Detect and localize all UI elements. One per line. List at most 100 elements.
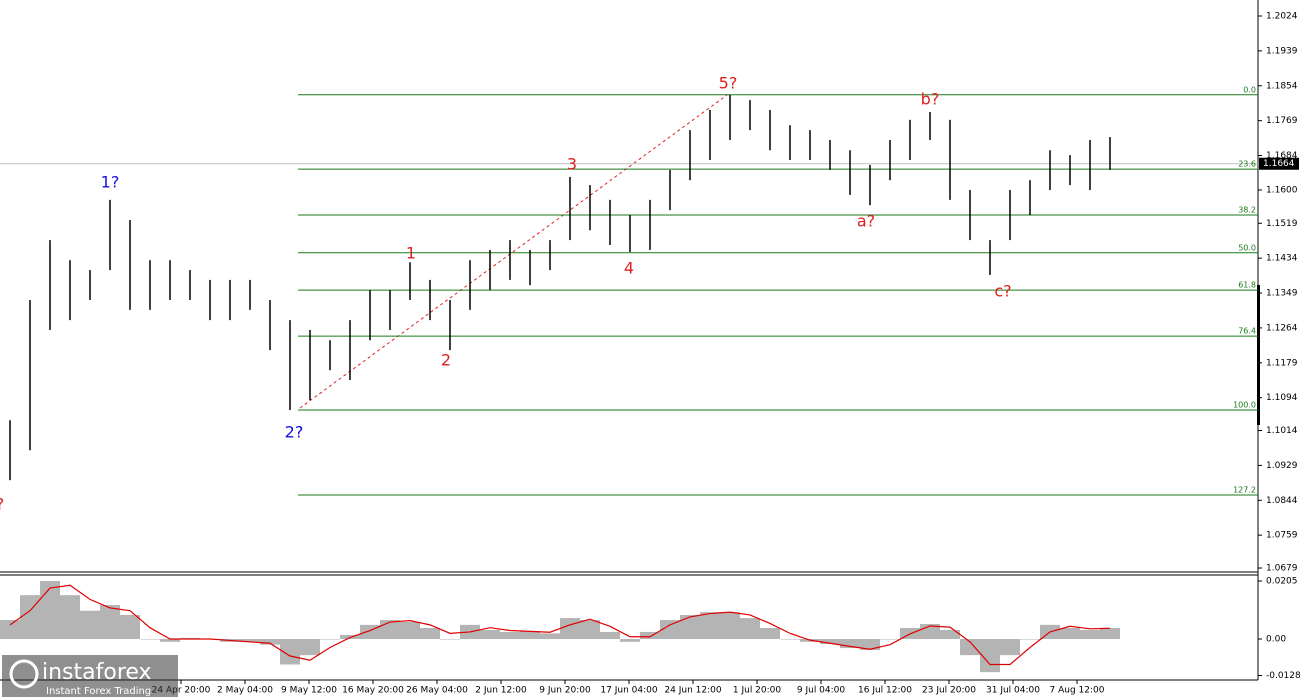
macd-histogram-bar bbox=[300, 639, 320, 656]
x-tick-label: 17 Jun 04:00 bbox=[600, 686, 657, 696]
macd-histogram-bar bbox=[320, 639, 340, 640]
x-tick-label: 9 May 12:00 bbox=[281, 686, 337, 696]
wave-label: a? bbox=[857, 212, 875, 231]
fib-label: 61.8 bbox=[1238, 281, 1256, 290]
x-tick-label: 1 Jul 20:00 bbox=[733, 686, 782, 696]
y-tick-label: 1.0679 bbox=[1266, 564, 1298, 574]
macd-signal-line bbox=[9, 584, 1111, 666]
wave-label: c? bbox=[994, 282, 1011, 301]
y-tick-label: 1.1600 bbox=[1266, 186, 1298, 196]
macd-histogram-bar bbox=[980, 639, 1000, 673]
macd-histogram-bar bbox=[780, 639, 800, 640]
macd-histogram-bar bbox=[260, 639, 280, 645]
macd-histogram-bar bbox=[140, 639, 160, 640]
macd-histogram-bar bbox=[240, 639, 260, 642]
macd-histogram-bar bbox=[640, 631, 660, 640]
watermark: instaforex Instant Forex Trading bbox=[2, 655, 178, 697]
watermark-brand: instaforex bbox=[42, 660, 152, 685]
y-tick-label: 1.1769 bbox=[1266, 116, 1298, 126]
wave-label: 3 bbox=[567, 155, 577, 174]
y-tick-label: 1.1434 bbox=[1266, 254, 1298, 264]
macd-histogram-bar bbox=[1000, 639, 1020, 656]
y-tick-label: 1.1684 bbox=[1266, 151, 1298, 161]
macd-histogram-bar bbox=[380, 620, 400, 640]
fib-label: 0.0 bbox=[1243, 85, 1256, 94]
macd-histogram-bar bbox=[1100, 627, 1120, 640]
macd-histogram-bar bbox=[500, 631, 520, 640]
y-tick-label: 1.0929 bbox=[1266, 461, 1298, 471]
y-tick-label: 1.0759 bbox=[1266, 531, 1298, 541]
x-tick-label: 24 Apr 20:00 bbox=[152, 686, 211, 696]
macd-histogram-bar bbox=[700, 612, 720, 640]
x-tick-label: 26 May 04:00 bbox=[406, 686, 468, 696]
y-tick-label: 1.2024 bbox=[1266, 12, 1298, 22]
fib-label: 127.2 bbox=[1233, 485, 1256, 494]
macd-histogram-bar bbox=[620, 639, 640, 642]
macd-histogram-bar bbox=[580, 620, 600, 640]
macd-histogram-bar bbox=[860, 639, 880, 651]
y-tick-label: 1.1349 bbox=[1266, 289, 1298, 299]
y-tick-label: 1.1519 bbox=[1266, 219, 1298, 229]
watermark-tagline: Instant Forex Trading bbox=[46, 686, 151, 697]
macd-histogram-bar bbox=[1060, 627, 1080, 640]
macd-histogram-bar bbox=[120, 614, 140, 640]
macd-histogram-bar bbox=[280, 639, 300, 665]
macd-histogram-bar bbox=[560, 618, 580, 640]
wave-label: 1? bbox=[101, 173, 120, 192]
watermark-logo bbox=[9, 659, 39, 689]
y-tick-label: 1.1094 bbox=[1266, 393, 1298, 403]
fib-label: 100.0 bbox=[1233, 400, 1256, 409]
x-tick-label: 31 Jul 04:00 bbox=[986, 686, 1040, 696]
y-tick-label: 1.1264 bbox=[1266, 323, 1298, 333]
macd-histogram-bar bbox=[720, 612, 740, 640]
fib-label: 23.6 bbox=[1238, 160, 1256, 169]
macd-histogram-bar bbox=[840, 639, 860, 649]
macd-histogram-bar bbox=[940, 629, 960, 640]
x-tick-label: 23 Jul 20:00 bbox=[922, 686, 976, 696]
macd-histogram-bar bbox=[880, 639, 900, 640]
macd-histogram-bar bbox=[20, 595, 40, 640]
macd-histogram-bar bbox=[680, 614, 700, 640]
wave-label: b? bbox=[921, 90, 940, 109]
macd-histogram-bar bbox=[420, 627, 440, 640]
wave-label: 2 bbox=[441, 351, 451, 370]
x-tick-label: 16 May 20:00 bbox=[342, 686, 404, 696]
macd-histogram-bar bbox=[80, 610, 100, 640]
macd-histogram-bar bbox=[40, 581, 60, 640]
macd-histogram-bar bbox=[0, 620, 20, 640]
x-tick-label: 24 Jun 12:00 bbox=[664, 686, 721, 696]
macd-histogram-bar bbox=[600, 631, 620, 640]
wave-label: ? bbox=[0, 495, 4, 514]
wave-label: 4 bbox=[624, 259, 634, 278]
macd-histogram-bar bbox=[760, 627, 780, 640]
macd-histogram-bar bbox=[60, 595, 80, 640]
macd-histogram-bar bbox=[740, 618, 760, 640]
macd-histogram-bar bbox=[540, 633, 560, 640]
y-tick-label: 1.1939 bbox=[1266, 46, 1298, 56]
scroll-marker bbox=[1257, 285, 1260, 425]
current-price-label: 1.1664 bbox=[1263, 159, 1295, 169]
wave-label: 2? bbox=[285, 423, 304, 442]
trend-line bbox=[299, 94, 728, 409]
macd-tick-label: -0.01289 bbox=[1266, 671, 1300, 681]
wave-label: 1 bbox=[406, 244, 416, 263]
fib-label: 50.0 bbox=[1238, 243, 1256, 252]
y-tick-label: 1.1854 bbox=[1266, 81, 1298, 91]
x-tick-label: 7 Aug 12:00 bbox=[1050, 686, 1105, 696]
macd-tick-label: 0.0205 bbox=[1266, 577, 1298, 587]
fib-label: 38.2 bbox=[1238, 206, 1256, 215]
macd-histogram-bar bbox=[660, 620, 680, 640]
y-tick-label: 1.1179 bbox=[1266, 358, 1298, 368]
macd-histogram-bar bbox=[520, 631, 540, 640]
current-price-box bbox=[1259, 157, 1299, 170]
macd-histogram-bar bbox=[480, 629, 500, 640]
macd-histogram-bar bbox=[440, 639, 460, 640]
macd-histogram-bar bbox=[400, 622, 420, 640]
wave-label: 5? bbox=[719, 74, 738, 93]
macd-histogram-bar bbox=[1080, 629, 1100, 640]
macd-histogram-bar bbox=[820, 639, 840, 645]
y-tick-label: 1.1014 bbox=[1266, 426, 1298, 436]
y-tick-label: 1.0844 bbox=[1266, 496, 1298, 506]
